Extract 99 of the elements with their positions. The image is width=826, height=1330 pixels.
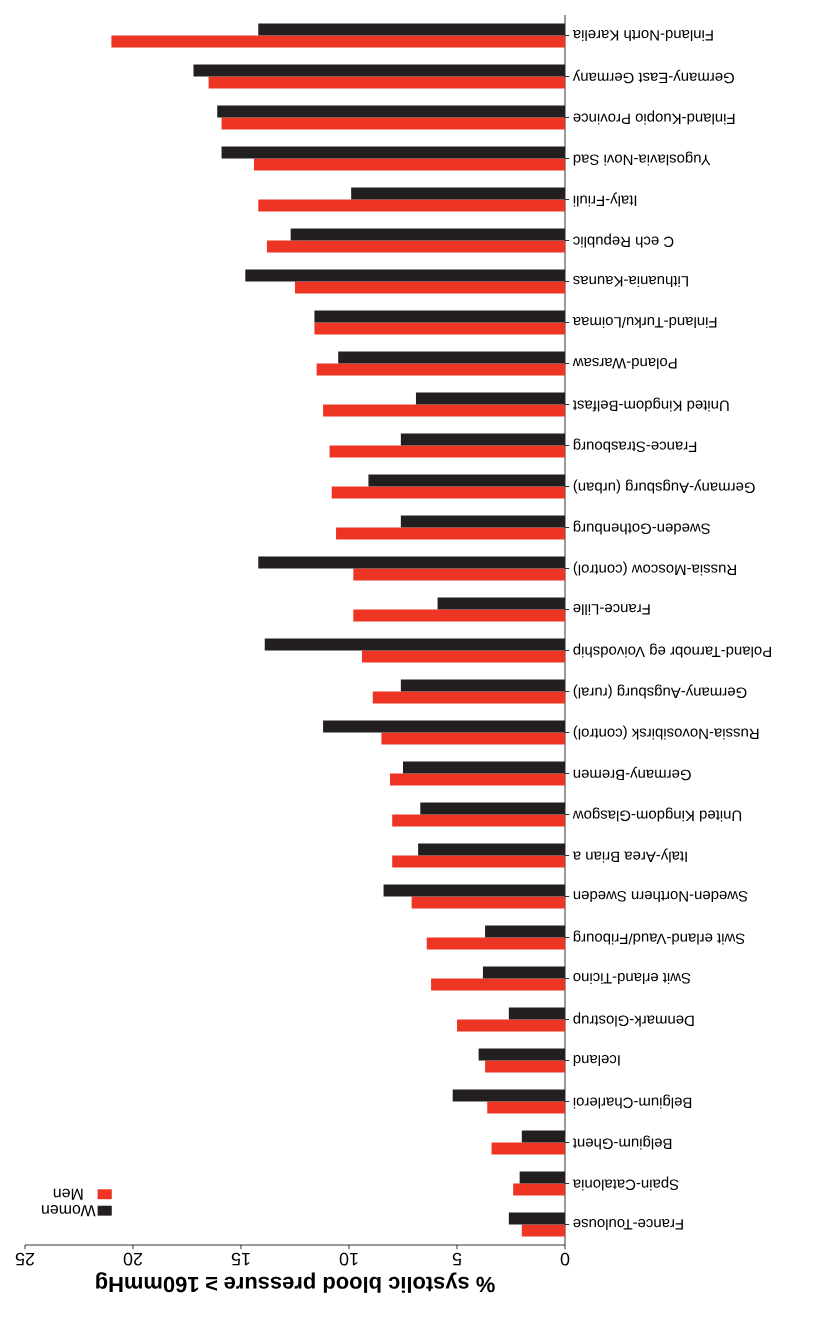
y-tick-label: United Kingdom-Glasgow [572,807,742,822]
bar [351,187,565,200]
bar [353,568,565,581]
bar [336,527,565,540]
bar [253,158,565,171]
bar [323,404,565,417]
y-tick-label: Finland-Kuopio Province [573,110,735,125]
y-tick-label: Lithuania-Kaunas [573,276,688,287]
bar [437,597,565,610]
bar [314,310,565,323]
y-tick-label: Sweden-Gothenburg [573,520,711,535]
x-tick-label: 20 [123,1252,143,1266]
y-tick-label: Belgium-Ghent [572,1135,672,1150]
bar [400,433,565,446]
bar [418,843,565,856]
y-tick-label: Finland-Turku/Loimaa [572,317,717,328]
bar [420,802,565,815]
bar [329,445,565,458]
bar [353,609,565,622]
bar [314,322,565,335]
y-tick-label: France-Toulouse [573,1219,683,1230]
bar [338,351,565,364]
bar [221,117,565,130]
y-tick-label: Germany-Augsburg (urban) [573,479,755,494]
y-tick-label: Russia-Novosibirsk (control) [573,725,759,740]
bar [295,281,565,294]
bar [478,1048,565,1061]
bar [217,105,565,118]
bar [513,1183,565,1196]
bar [368,474,565,487]
bar [331,486,565,499]
y-tick-label: Sweden-Northern Sweden [573,891,748,902]
bar [208,76,565,89]
y-tick-label: C ech Republic [573,233,674,248]
legend-label: Men [53,1188,83,1200]
bar [426,937,565,950]
bar [508,1007,565,1020]
bar [457,1019,565,1032]
y-tick-label: Iceland [573,1055,620,1066]
bar [519,1171,565,1184]
bar [258,556,565,569]
bar [411,896,565,909]
bar [487,1101,565,1114]
y-tick-label: Germany-Augsburg (rural) [573,684,747,699]
y-tick-label: Belgium-Charleroi [573,1094,692,1109]
bar [415,392,565,405]
bar [491,1142,565,1155]
bar [258,199,565,212]
bar [508,1212,565,1225]
y-tick-label: Poland-Tarnobr eg Voivodship [573,643,771,658]
y-tick-label: France-Strasbourg [573,438,697,453]
bar [381,732,565,745]
bar [372,691,565,704]
bar [258,23,565,36]
y-tick-label: France-Lille [573,604,650,615]
bar [400,679,565,692]
bar [400,515,565,528]
bar [266,240,565,253]
bar [111,35,565,48]
bar [323,720,565,733]
bar [485,925,565,938]
y-tick-label: Swit erland-Ticino [573,973,691,984]
x-tick-label: 15 [231,1252,250,1266]
bar [290,228,565,241]
y-tick-label: Poland-Warsaw [572,358,677,369]
x-tick-label: 25 [15,1252,35,1266]
bar [392,855,565,868]
bar [521,1130,565,1143]
bar [245,269,565,282]
y-tick-label: Italy-Area Brian a [572,848,687,863]
legend-label: Women [42,1205,96,1217]
bar [485,1060,565,1073]
bar [221,146,565,159]
x-tick-label: 5 [452,1252,462,1266]
bar [361,650,565,663]
x-axis-title: % systolic blood pressure ≥ 160mmHg [96,1272,495,1293]
y-tick-label: Spain-Catalonia [572,1176,679,1191]
bar [264,638,565,651]
y-tick-label: Swit erland-Vaud/Fribourg [573,930,745,945]
y-tick-label: United Kingdom-Belfast [572,397,729,412]
bar [193,64,565,77]
bar [452,1089,565,1102]
y-tick-label: Italy-Friuli [573,192,637,207]
bar [431,978,565,991]
y-tick-label: Germany-East Germany [572,69,734,84]
x-tick-label: 10 [339,1252,358,1266]
bar [390,773,565,786]
y-tick-label: Denmark-Glostrup [573,1012,694,1027]
bar [521,1224,565,1237]
y-tick-label: Russia-Moscow (control) [573,561,736,576]
y-tick-label: Finland-North Karelia [572,30,713,41]
bar [482,966,565,979]
x-tick-label: 0 [560,1252,570,1266]
y-tick-label: Yugoslavia-Novi Sad [573,151,711,166]
bar [392,814,565,827]
bar [383,884,565,897]
bar [316,363,565,376]
y-tick-label: Germany-Bremen [573,766,691,781]
bar [403,761,565,774]
